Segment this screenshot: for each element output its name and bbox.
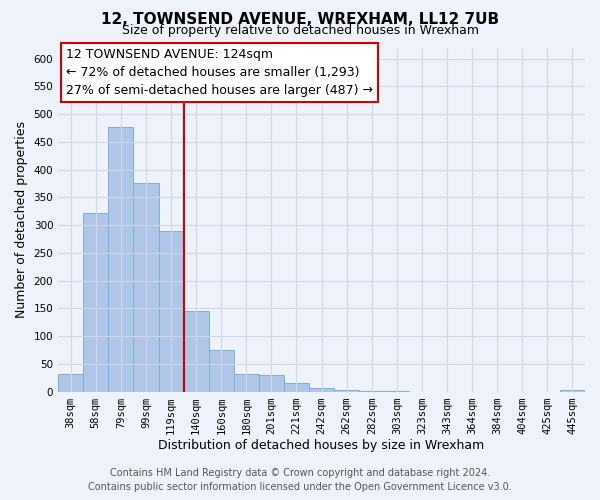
Bar xyxy=(259,376,284,392)
Bar xyxy=(133,184,158,392)
Bar xyxy=(359,391,385,392)
Bar xyxy=(234,374,259,392)
Bar xyxy=(58,374,83,392)
Bar xyxy=(184,311,209,392)
Bar xyxy=(109,128,133,392)
Bar xyxy=(83,213,109,392)
Bar xyxy=(309,388,334,392)
Y-axis label: Number of detached properties: Number of detached properties xyxy=(15,121,28,318)
Bar xyxy=(334,390,359,392)
X-axis label: Distribution of detached houses by size in Wrexham: Distribution of detached houses by size … xyxy=(158,440,485,452)
Text: 12 TOWNSEND AVENUE: 124sqm
← 72% of detached houses are smaller (1,293)
27% of s: 12 TOWNSEND AVENUE: 124sqm ← 72% of deta… xyxy=(66,48,373,97)
Bar xyxy=(284,382,309,392)
Bar xyxy=(209,350,234,392)
Text: 12, TOWNSEND AVENUE, WREXHAM, LL12 7UB: 12, TOWNSEND AVENUE, WREXHAM, LL12 7UB xyxy=(101,12,499,28)
Text: Size of property relative to detached houses in Wrexham: Size of property relative to detached ho… xyxy=(121,24,479,37)
Bar xyxy=(158,230,184,392)
Text: Contains HM Land Registry data © Crown copyright and database right 2024.
Contai: Contains HM Land Registry data © Crown c… xyxy=(88,468,512,492)
Bar xyxy=(385,391,409,392)
Bar xyxy=(560,390,585,392)
